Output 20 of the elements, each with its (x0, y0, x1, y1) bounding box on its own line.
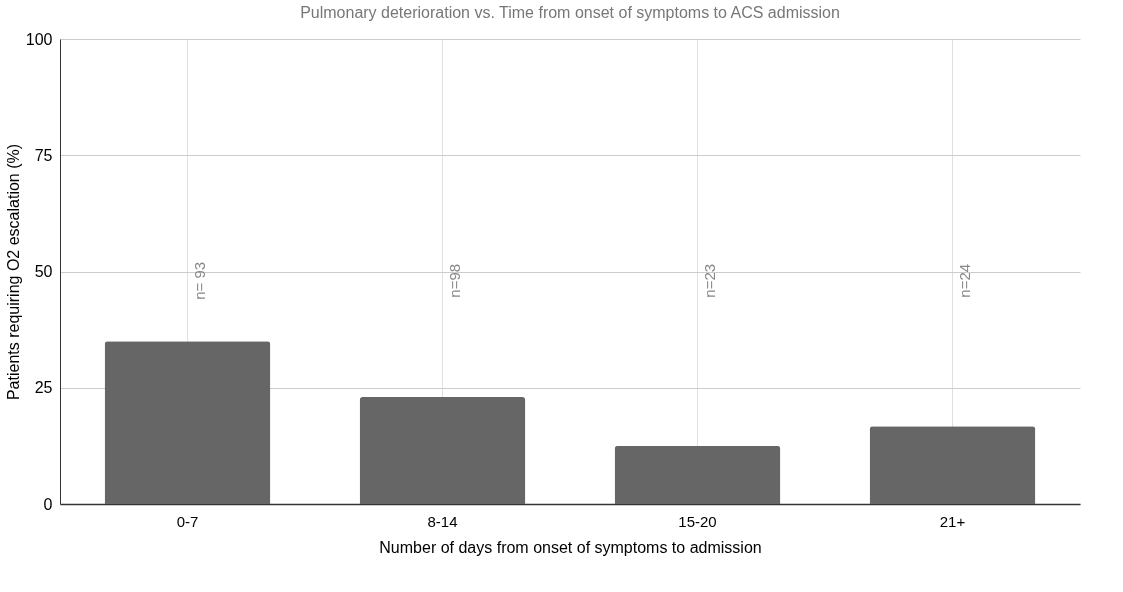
x-tick-label: 8-14 (427, 512, 458, 530)
annotation: n= 93 (190, 261, 208, 300)
chart-title: Pulmonary deterioration vs. Time from onset of symptoms to ACS admission (300, 4, 840, 21)
bar (359, 397, 526, 504)
x-tick-label: 0-7 (176, 512, 199, 530)
bar (104, 341, 271, 504)
x-tick-label: 15-20 (678, 512, 717, 530)
y-tick-label: 0 (43, 495, 53, 513)
bar (614, 445, 781, 504)
x-axis-title: Number of days from onset of symptoms to admission (379, 538, 762, 556)
y-tick-label: 100 (25, 30, 53, 48)
bar (869, 426, 1036, 504)
y-axis-title: Patients requiring O2 escalation (%) (4, 143, 22, 401)
y-tick-label: 25 (34, 379, 53, 397)
annotation: n=23 (700, 263, 718, 298)
y-tick-label: 75 (34, 146, 53, 164)
annotation: n=98 (445, 263, 463, 298)
annotation: n=24 (955, 263, 973, 298)
x-tick-label: 21+ (939, 512, 966, 530)
y-tick-label: 50 (34, 263, 53, 280)
